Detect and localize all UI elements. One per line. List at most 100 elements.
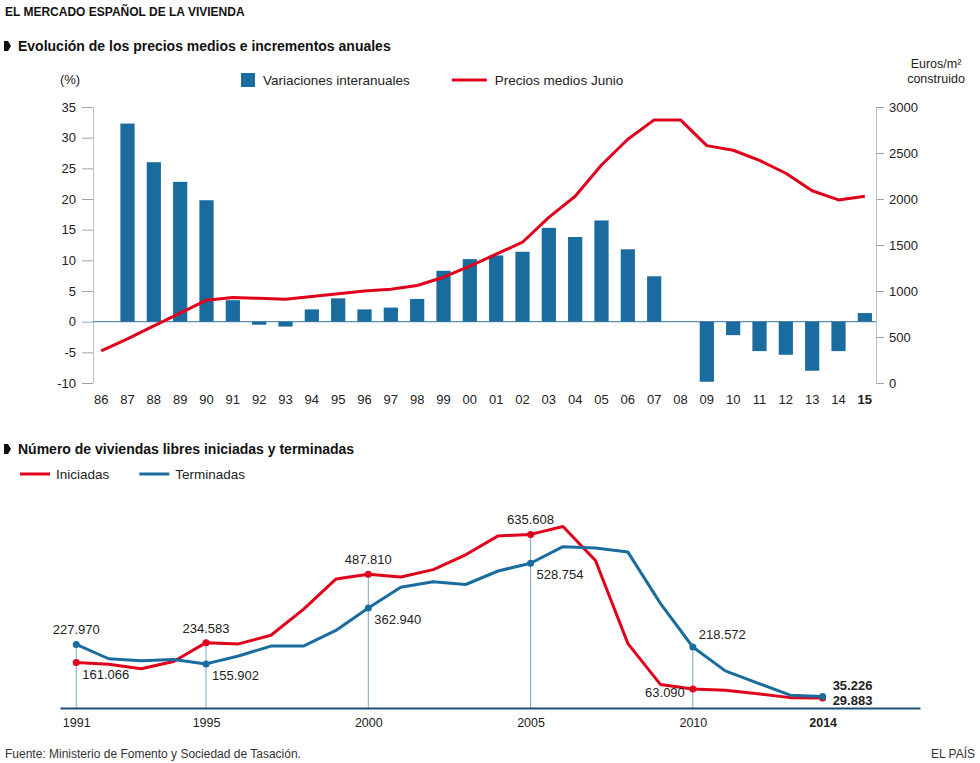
y-tick: 5 [69,284,93,299]
series-line [76,526,822,697]
x-tick-label: 09 [700,392,714,407]
x-tick: 10 [726,386,740,407]
x-tick: 11 [753,386,767,407]
y2-tick-mark [876,337,884,338]
value-label: 234.583 [183,621,230,636]
point [689,643,696,650]
y-tick: 30 [62,130,93,145]
x-tick: 06 [621,386,635,407]
y-tick: 25 [62,161,93,176]
x-tick-label: 98 [410,392,424,407]
y-tick-mark [82,230,93,231]
y-tick: 20 [62,192,93,207]
x-tick: 02 [515,386,529,407]
bar [173,182,187,322]
x-tick-label: 2005 [517,716,545,730]
point [73,641,80,648]
x-tick-label: 99 [436,392,450,407]
x-tick: 88 [147,386,161,407]
value-label: 218.572 [699,627,746,642]
x-tick-label: 96 [357,392,371,407]
y2-tick: 2000 [876,192,918,207]
y-tick-mark [82,322,93,323]
x-tick-label: 02 [515,392,529,407]
legend-label: Iniciadas [56,467,110,482]
value-label: 362.940 [374,612,421,627]
x-tick-label: 93 [278,392,292,407]
y2-tick-label: 2500 [889,146,918,161]
bar [647,276,661,321]
bar [831,322,845,351]
y-tick: 15 [62,222,93,237]
x-tick: 01 [489,386,503,407]
title-bullet [4,41,11,51]
credit: EL PAÍS [931,746,975,761]
y-tick: 0 [69,314,93,329]
chart-root: EL MERCADO ESPAÑOL DE LA VIVIENDAEvoluci… [0,0,980,763]
y2-tick-mark [876,107,884,108]
y-tick-mark [82,291,93,292]
legend-label: Variaciones interanuales [263,73,410,88]
y2-tick: 0 [876,376,896,391]
point [689,685,696,692]
legend-swatch [241,73,255,87]
x-axis: 8687888990919293949596979899000102030405… [89,386,879,407]
x-tick-label: 08 [673,392,687,407]
x-tick: 14 [831,386,845,407]
bar [384,308,398,322]
x-axis: 199119952000200520102014 [61,708,921,730]
y-tick-label: 0 [69,314,76,329]
bar [278,322,292,327]
point [365,571,372,578]
plot-area [101,120,872,382]
value-label: 227.970 [53,622,100,637]
y2-tick-label: 1500 [889,238,918,253]
x-tick: 12 [779,386,793,407]
x-tick-label: 15 [858,392,872,407]
point [203,660,210,667]
x-tick: 99 [436,386,450,407]
value-label: 528.754 [537,567,584,582]
x-tick-label: 03 [542,392,556,407]
title-bullet [4,444,11,454]
series-line [76,547,822,697]
bar [568,237,582,322]
y-tick-label: 30 [62,130,76,145]
point [73,659,80,666]
bar [726,322,740,335]
x-tick: 97 [384,386,398,407]
x-tick-label: 11 [753,392,767,407]
bar [252,322,266,325]
x-tick: 96 [357,386,371,407]
y-tick-mark [82,383,93,384]
value-label: 63.090 [645,685,685,700]
bar [305,309,319,321]
drop-line [368,574,369,708]
bar [779,322,793,355]
legend: Iniciadas Terminadas [20,467,245,482]
y-tick-mark [82,138,93,139]
x-tick-label: 2014 [809,716,837,730]
value-label: 487.810 [345,552,392,567]
y-tick-label: 20 [62,192,76,207]
y2-tick: 1000 [876,284,918,299]
bar [515,252,529,322]
x-tick-label: 94 [305,392,319,407]
x-tick: 87 [120,386,134,407]
legend-swatch [452,79,487,82]
y2-tick: 1500 [876,238,918,253]
x-tick: 15 [858,386,872,407]
legend-item: Terminadas [139,467,245,482]
y2-tick-label: 500 [889,330,911,345]
y-tick-label: 25 [62,161,76,176]
y-tick: 35 [62,100,93,115]
x-tick: 93 [278,386,292,407]
x-tick-label: 89 [173,392,187,407]
source-note: Fuente: Ministerio de Fomento y Sociedad… [5,747,301,761]
y-tick-mark [82,107,93,108]
x-tick: 95 [331,386,345,407]
value-label: 161.066 [82,667,129,682]
x-tick-label: 1995 [193,716,221,730]
drop-line [692,647,693,708]
bar [147,162,161,321]
